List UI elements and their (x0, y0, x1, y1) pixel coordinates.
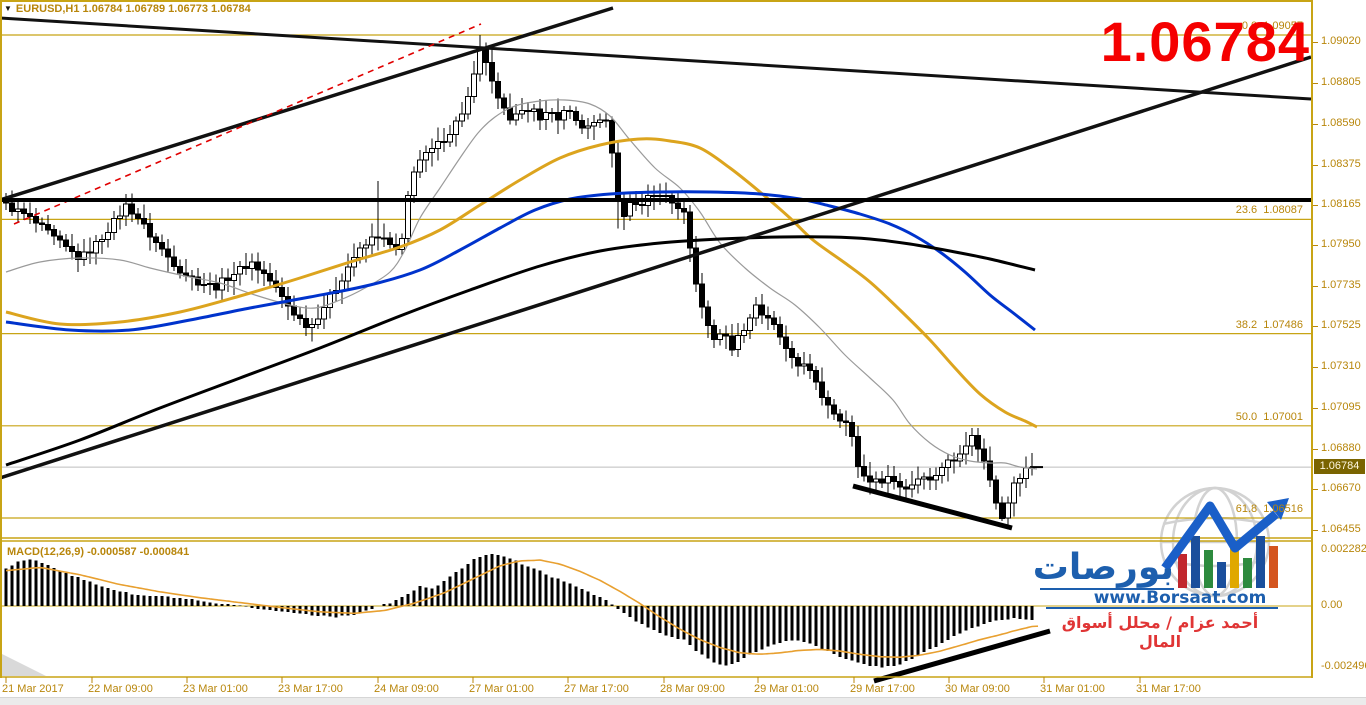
price-axis[interactable]: 1.06784 1.09020 1.08805 1.08590 1.08375 1.08… (1313, 0, 1366, 678)
logo-arrow (1161, 501, 1279, 571)
bar-chart-arrow-icon (1161, 498, 1289, 588)
logo-bar (1230, 548, 1239, 588)
current-price-tag: 1.06784 (1314, 459, 1365, 474)
logo-divider (1046, 607, 1278, 609)
time-axis-label: 29 Mar 01:00 (754, 683, 819, 695)
chevron-down-icon[interactable]: ▼ (4, 4, 12, 13)
price-axis-label: 1.07310 (1321, 360, 1361, 372)
symbol-quote-text: EURUSD,H1 1.06784 1.06789 1.06773 1.0678… (15, 3, 251, 15)
website-url: www.Borsaat.com (1093, 588, 1267, 608)
brand-name-arabic: بورصات (1032, 547, 1174, 590)
price-axis-label: 1.07095 (1321, 401, 1361, 413)
price-axis-label: 1.06455 (1321, 523, 1361, 535)
price-axis-label: 1.07950 (1321, 238, 1361, 250)
price-axis-label: 1.09020 (1321, 35, 1361, 47)
price-axis-tick (1313, 124, 1318, 125)
ma-gold (5, 137, 1038, 429)
price-axis-tick (1313, 245, 1318, 246)
logo-bar (1269, 546, 1278, 588)
logo-arrowhead (1267, 498, 1289, 520)
price-axis-label: 1.06880 (1321, 442, 1361, 454)
ascending-trendline-upper (0, 6, 614, 202)
time-axis-label: 27 Mar 17:00 (564, 683, 629, 695)
price-axis-label: 1.07735 (1321, 279, 1361, 291)
price-axis-label: 1.08805 (1321, 76, 1361, 88)
time-axis-label: 23 Mar 01:00 (183, 683, 248, 695)
logo-bar (1243, 558, 1252, 588)
bottom-strip (0, 697, 1366, 705)
price-axis-tick (1313, 408, 1318, 409)
big-price-annotation: 1.06784 (1100, 10, 1310, 73)
macd-histogram (4, 554, 1034, 668)
time-axis-label: 29 Mar 17:00 (850, 683, 915, 695)
ascending-trendline-lower (0, 55, 1312, 480)
time-axis-label: 23 Mar 17:00 (278, 683, 343, 695)
price-axis-label: 1.07525 (1321, 319, 1361, 331)
fib-level-label: 23.6 1.08087 (1235, 204, 1303, 216)
ma-fast-grey (5, 99, 1038, 470)
corner-watermark-wedge (2, 654, 46, 676)
price-axis-tick (1313, 165, 1318, 166)
fib-level-label: 38.2 1.07486 (1235, 319, 1303, 331)
time-axis[interactable]: 21 Mar 2017 22 Mar 09:00 23 Mar 01:00 23 Ma… (0, 678, 1313, 697)
panel-frame (0, 0, 1313, 683)
time-axis-label: 31 Mar 01:00 (1040, 683, 1105, 695)
fib-level-label: 50.0 1.07001 (1235, 411, 1303, 423)
macd-axis-label: 0.00 (1321, 599, 1343, 611)
price-axis-label: 1.06670 (1321, 482, 1361, 494)
price-axis-tick (1313, 367, 1318, 368)
macd-axis-label: -0.002496 (1321, 660, 1366, 672)
time-axis-label: 30 Mar 09:00 (945, 683, 1010, 695)
price-axis-tick (1313, 326, 1318, 327)
fibonacci-lines (2, 34, 1311, 519)
logo-bar (1178, 554, 1187, 588)
analyst-name-arabic: أحمد عزام / محلل أسواق المال (1061, 613, 1259, 651)
price-axis-tick (1313, 205, 1318, 206)
time-axis-label: 22 Mar 09:00 (88, 683, 153, 695)
logo-bar (1191, 536, 1200, 588)
price-axis-tick (1313, 42, 1318, 43)
time-axis-label: 24 Mar 09:00 (374, 683, 439, 695)
ma-slow-black (5, 235, 1036, 467)
price-axis-label: 1.08165 (1321, 198, 1361, 210)
macd-signal-line (5, 559, 1039, 659)
logo-bar (1204, 550, 1213, 588)
price-axis-label: 1.08590 (1321, 117, 1361, 129)
macd-divergence-line (873, 628, 1051, 684)
candlesticks (3, 35, 1035, 530)
red-dashed-trendline (13, 23, 482, 225)
fib-level-label: 61.8 1.06516 (1235, 503, 1303, 515)
price-axis-tick (1313, 489, 1318, 490)
chart-area[interactable] (0, 0, 1313, 705)
price-axis-label: 1.08375 (1321, 158, 1361, 170)
price-axis-tick (1313, 449, 1318, 450)
symbol-label: ▼ EURUSD,H1 1.06784 1.06789 1.06773 1.067… (4, 3, 251, 15)
price-axis-tick (1313, 286, 1318, 287)
logo-bar (1256, 536, 1265, 588)
macd-indicator-label: MACD(12,26,9) -0.000587 -0.000841 (7, 546, 190, 558)
logo-bar (1217, 562, 1226, 588)
time-axis-label: 28 Mar 09:00 (660, 683, 725, 695)
time-axis-label: 31 Mar 17:00 (1136, 683, 1201, 695)
time-axis-label: 27 Mar 01:00 (469, 683, 534, 695)
lows-trendline (852, 483, 1013, 531)
macd-axis-label: 0.002282 (1321, 543, 1366, 555)
time-axis-label: 21 Mar 2017 (2, 683, 64, 695)
fib-level-label: 0.0 1.09057 (1241, 20, 1303, 32)
price-axis-tick (1313, 83, 1318, 84)
price-axis-tick (1313, 530, 1318, 531)
descending-trendline (0, 16, 1312, 101)
